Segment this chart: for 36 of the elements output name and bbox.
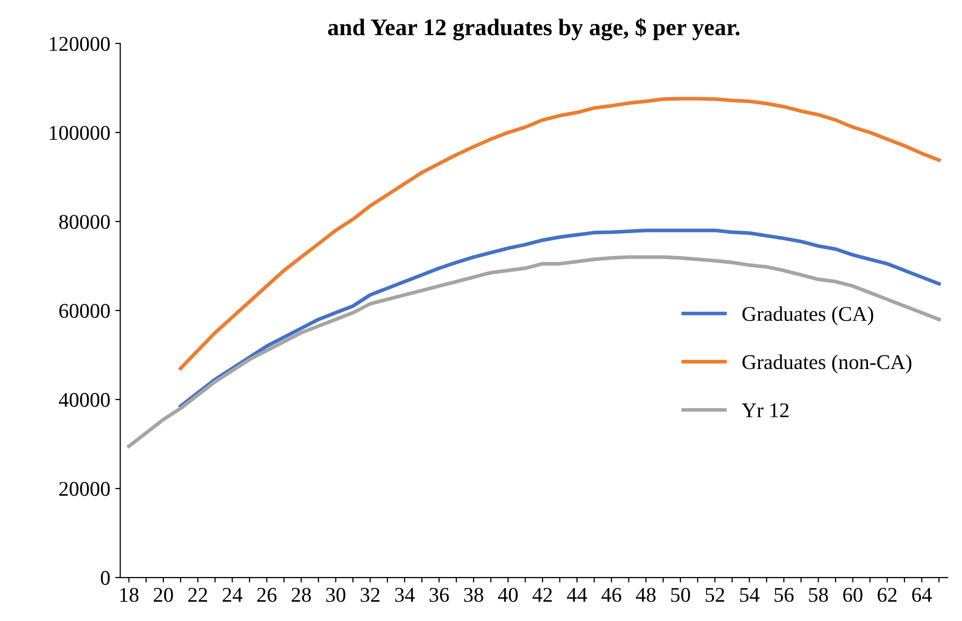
x-tick-label: 30 [326,588,346,602]
x-tick-label: 58 [809,588,828,602]
x-tick-label: 20 [154,588,173,602]
x-tick-label: 38 [464,588,484,602]
x-tick-label: 18 [120,588,138,602]
x-tick-label: 54 [740,588,760,602]
x-tick-label: 50 [671,588,690,602]
legend-label: Graduates (non-CA) [742,354,912,374]
chart-title: and Year 12 graduates by age, $ per year. [328,18,740,40]
x-tick-label: 32 [360,588,380,602]
y-tick-label: 120000 [50,36,110,51]
y-tick-label: 100000 [50,126,110,140]
x-tick-label: 48 [636,588,656,602]
legend-label: Yr 12 [742,403,788,418]
y-tick-label: 0 [100,570,110,585]
x-tick-label: 52 [706,588,724,602]
x-tick-label: 36 [430,588,449,602]
x-tick-label: 28 [292,588,311,602]
x-tick-label: 40 [498,588,518,602]
y-tick-label: 40000 [58,392,110,407]
x-tick-label: 24 [222,588,242,602]
x-tick-label: 64 [912,588,932,602]
x-tick-label: 62 [878,588,897,602]
y-tick-label: 60000 [59,304,110,318]
x-tick-label: 34 [395,588,415,602]
x-tick-label: 22 [188,588,208,602]
y-tick-label: 20000 [59,482,110,496]
y-tick-label: 80000 [59,214,110,229]
x-tick-label: 42 [532,588,552,602]
x-tick-label: 26 [257,588,277,602]
x-tick-label: 44 [566,588,588,602]
line-series [127,255,941,448]
x-tick-label: 56 [774,588,794,602]
legend-label: Graduates (CA) [742,306,874,326]
x-tick-label: 46 [601,588,622,602]
x-tick-label: 60 [843,588,862,602]
